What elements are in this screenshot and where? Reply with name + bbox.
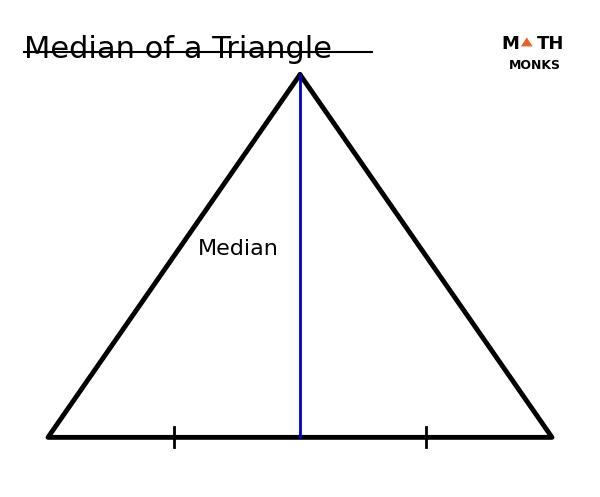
- Text: Median of a Triangle: Median of a Triangle: [24, 35, 332, 64]
- Text: MONKS: MONKS: [509, 59, 561, 72]
- Text: M: M: [501, 35, 519, 53]
- Text: Median: Median: [198, 239, 279, 258]
- Text: TH: TH: [537, 35, 565, 53]
- Polygon shape: [521, 37, 533, 46]
